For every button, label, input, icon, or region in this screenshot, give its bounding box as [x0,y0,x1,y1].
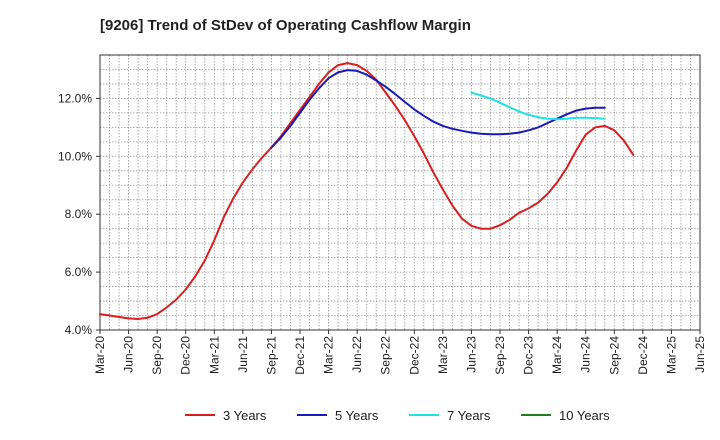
series-line-7y [470,91,606,121]
x-tick-label: Sep-24 [607,336,621,375]
x-tick-label: Jun-20 [122,336,136,373]
y-tick-label: 10.0% [58,149,92,163]
series-group [99,62,635,320]
axes [99,54,701,331]
x-tick-label: Jun-22 [350,336,364,373]
y-tick-label: 12.0% [58,91,92,105]
x-tick-label: Mar-24 [550,336,564,374]
legend-label-10y: 10 Years [559,408,610,423]
x-tick-label: Sep-20 [150,336,164,375]
x-tick-label: Mar-25 [664,336,678,374]
y-tick-label: 6.0% [65,265,93,279]
y-tick-label: 4.0% [65,323,93,337]
legend-label-3y: 3 Years [223,408,267,423]
x-tick-label: Dec-20 [179,336,193,375]
series-line-3y [99,62,635,320]
x-tick-label: Dec-22 [407,336,421,375]
x-tick-label: Dec-23 [522,336,536,375]
chart-title: [9206] Trend of StDev of Operating Cashf… [100,17,471,34]
y-axis-ticks: 4.0% 6.0% 8.0% 10.0% 12.0% [58,91,100,337]
x-tick-label: Jun-21 [236,336,250,373]
x-tick-label: Mar-21 [207,336,221,374]
x-tick-label: Sep-23 [493,336,507,375]
legend-label-5y: 5 Years [335,408,379,423]
series-line-5y [270,69,606,149]
x-tick-label: Jun-23 [464,336,478,373]
x-tick-label: Dec-24 [636,336,650,375]
x-tick-label: Sep-22 [379,336,393,375]
legend-label-7y: 7 Years [447,408,491,423]
x-tick-label: Jun-24 [579,336,593,373]
x-tick-label: Dec-21 [293,336,307,375]
grid [99,54,701,331]
y-tick-label: 8.0% [65,207,93,221]
x-tick-label: Jun-25 [693,336,707,373]
legend: 3 Years 5 Years 7 Years 10 Years [185,408,610,423]
x-tick-label: Mar-20 [93,336,107,374]
x-tick-label: Mar-22 [322,336,336,374]
x-tick-label: Sep-21 [264,336,278,375]
x-tick-label: Mar-23 [436,336,450,374]
plot-area [100,55,700,330]
plot-border [99,54,701,331]
x-axis-ticks: Mar-20 Jun-20 Sep-20 Dec-20 Mar-21 Jun-21 Sep-… [93,330,707,375]
